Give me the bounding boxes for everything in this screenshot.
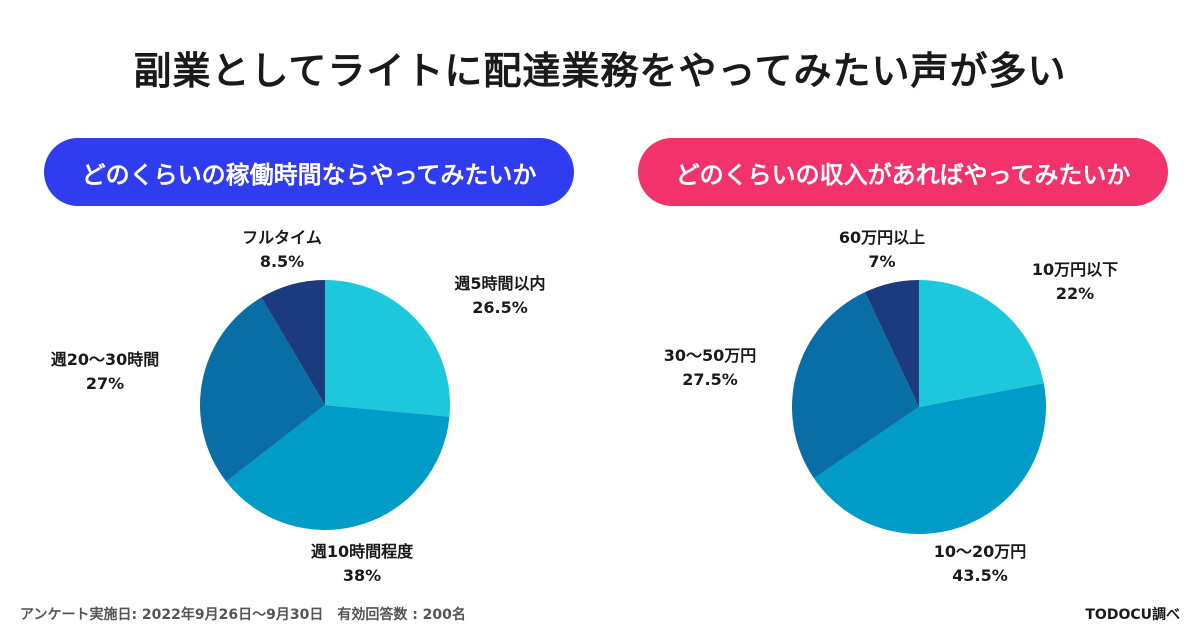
pie-slice-2 [200, 297, 325, 482]
slice-label: フルタイム [242, 228, 322, 247]
left-label-20-30h: 週20〜30時間 27% [30, 348, 180, 396]
slice-label: 週20〜30時間 [50, 350, 160, 369]
pie-slice-2 [792, 292, 919, 479]
right-label-30-50: 30〜50万円 27.5% [640, 344, 780, 392]
slice-label: 30〜50万円 [663, 346, 757, 365]
income-pie-chart [792, 280, 1046, 534]
slice-label: 週5時間以内 [454, 274, 546, 293]
slice-percent: 38% [342, 566, 382, 585]
slice-percent: 26.5% [472, 298, 528, 317]
slice-percent: 43.5% [952, 566, 1008, 585]
pie-slice-0 [919, 280, 1044, 407]
right-label-10-20: 10〜20万円 43.5% [910, 540, 1050, 588]
right-label-60plus: 60万円以上 7% [812, 226, 952, 274]
slice-percent: 27% [85, 374, 125, 393]
pie-slice-0 [325, 280, 450, 417]
pie-slice-3 [864, 280, 919, 407]
right-label-under10: 10万円以下 22% [1010, 258, 1140, 306]
slice-percent: 22% [1055, 284, 1095, 303]
pie-slice-1 [813, 383, 1046, 534]
left-label-10h: 週10時間程度 38% [282, 540, 442, 588]
source-credit: TODOCU調べ [1085, 607, 1180, 623]
slice-label: 10万円以下 [1031, 260, 1119, 279]
left-label-5h: 週5時間以内 26.5% [430, 272, 570, 320]
pie-slice-3 [261, 280, 325, 405]
left-chart-title-pill: どのくらいの稼働時間ならやってみたいか [44, 138, 574, 206]
slice-label: 週10時間程度 [310, 542, 414, 561]
slice-label: 10〜20万円 [933, 542, 1027, 561]
survey-note: アンケート実施日: 2022年9月26日〜9月30日 有効回答数 : 200名 [20, 607, 466, 623]
left-label-fulltime: フルタイム 8.5% [222, 226, 342, 274]
pie-slice-1 [226, 405, 450, 530]
slice-percent: 7% [868, 252, 896, 271]
page-title: 副業としてライトに配達業務をやってみたい声が多い [133, 49, 1067, 93]
slice-percent: 27.5% [682, 370, 738, 389]
right-chart-title-pill: どのくらいの収入があればやってみたいか [638, 138, 1168, 206]
slice-label: 60万円以上 [838, 228, 926, 247]
slice-percent: 8.5% [259, 252, 305, 271]
working-hours-pie-chart [200, 280, 450, 530]
